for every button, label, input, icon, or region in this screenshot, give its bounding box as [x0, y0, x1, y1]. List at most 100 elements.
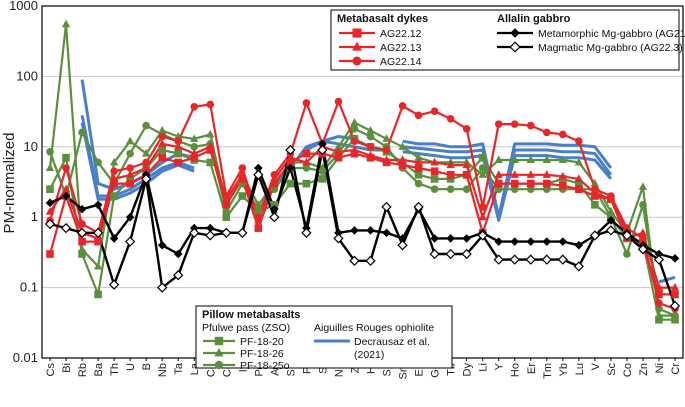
point-pf1825o	[671, 311, 679, 320]
point-ag2213	[158, 139, 167, 147]
point-ag223	[525, 254, 536, 265]
point-ag2214	[62, 164, 70, 172]
point-pf1826	[478, 170, 487, 178]
point-ag2212	[222, 201, 231, 209]
x-tick-label: Co	[622, 363, 634, 377]
point-ag223	[253, 169, 264, 180]
y-tick-label: 0.01	[13, 350, 38, 365]
legend-marker-pf1820	[214, 336, 224, 346]
point-pf1825o	[302, 164, 311, 172]
x-tick-label: Nb	[157, 363, 169, 377]
point-pf1820	[238, 192, 247, 200]
point-pf1820	[318, 175, 327, 183]
point-ag223	[621, 230, 633, 241]
point-pf1820	[174, 149, 183, 158]
point-ag2213	[61, 184, 71, 193]
legend-title-pillow: Pillow metabasalts	[202, 309, 300, 321]
legend-top-box	[330, 9, 680, 71]
point-ag2212	[430, 167, 439, 176]
point-pf1820	[286, 179, 295, 188]
series-line-pf1826	[48, 23, 675, 317]
x-tick-label: Cs	[45, 363, 57, 377]
legend-bottom: Pillow metabasalts Pfulwe pass (ZSO) Aig…	[195, 305, 453, 372]
point-pf1826	[414, 153, 423, 161]
point-ag2212	[94, 237, 102, 246]
point-pf1820	[222, 213, 231, 221]
point-pf1820	[478, 153, 487, 162]
point-ag223	[141, 173, 152, 185]
point-ag2212	[575, 185, 583, 193]
point-ag215	[558, 237, 568, 246]
point-pf1820	[655, 315, 663, 324]
point-pf1826	[654, 311, 664, 319]
point-ag223	[413, 201, 424, 213]
point-ag2214	[78, 220, 86, 228]
point-ag2212	[190, 153, 199, 162]
point-pf1826	[398, 142, 407, 150]
point-ag223	[477, 230, 488, 241]
y-tick-label: 0.1	[20, 280, 38, 295]
point-pf1820	[158, 146, 166, 154]
point-ag2212	[254, 224, 263, 232]
point-ag223	[557, 254, 568, 265]
point-ag2212	[206, 146, 215, 154]
point-ag2213	[574, 174, 584, 182]
x-tick-label: B	[141, 363, 153, 370]
point-ag2212	[126, 179, 134, 188]
point-ag215	[61, 191, 71, 201]
point-ag2213	[366, 151, 375, 159]
point-pf1826	[382, 134, 391, 142]
point-pf1820	[62, 153, 70, 162]
point-ag215	[125, 212, 135, 222]
point-pf1820	[110, 192, 118, 200]
point-ag2212	[494, 179, 503, 188]
series-line-ag215	[49, 142, 676, 260]
point-pf1825o	[350, 125, 359, 133]
point-ag215	[205, 223, 215, 233]
series-markers	[44, 19, 681, 324]
y-tick-label: 1	[31, 209, 38, 224]
y-tick-label: 100	[16, 68, 38, 83]
point-ag2214	[222, 192, 231, 200]
point-pf1826	[109, 157, 119, 166]
legend-marker-ag223	[509, 41, 521, 53]
point-pf1826	[254, 200, 263, 208]
x-tick-label: Y	[494, 362, 506, 370]
x-tick-label: Er	[526, 363, 538, 374]
point-ag2213	[414, 157, 423, 166]
point-ag2213	[670, 283, 680, 291]
point-ag2213	[350, 145, 359, 154]
legend-label-ag2212: AG22.12	[380, 28, 422, 40]
point-pf1826	[590, 179, 600, 187]
series-line-ag2213	[49, 142, 675, 289]
point-ag223	[157, 282, 168, 293]
point-ag2212	[414, 164, 423, 172]
legend-marker-ag2212	[352, 28, 362, 38]
point-pf1825o	[222, 207, 231, 216]
point-ag2213	[478, 212, 487, 221]
legend-top: Metabasalt dykes Allalin gabbro AG22.12 …	[330, 9, 685, 71]
point-pf1826	[190, 134, 199, 142]
point-pf1826	[542, 155, 551, 164]
point-ag2212	[559, 181, 567, 190]
point-pf1826	[125, 136, 135, 145]
y-tick-label: 10	[24, 139, 38, 154]
point-pf1820	[206, 158, 215, 167]
point-ag2212	[350, 149, 359, 158]
point-pf1826	[45, 163, 55, 172]
point-pf1826	[606, 207, 616, 215]
point-pf1825o	[446, 185, 455, 193]
point-ag2212	[46, 250, 54, 258]
point-ag215	[430, 234, 439, 243]
y-axis-label: PM-normalized	[1, 133, 18, 234]
point-ag2214	[591, 185, 599, 193]
point-ag223	[397, 240, 408, 251]
point-pf1820	[671, 315, 679, 324]
point-ag2213	[45, 207, 55, 215]
point-ag2214	[142, 158, 150, 167]
point-pf1820	[591, 201, 599, 209]
point-ag223	[541, 254, 552, 265]
point-ag223	[44, 218, 56, 230]
point-pf1825o	[623, 250, 631, 258]
point-pf1826	[574, 157, 584, 166]
